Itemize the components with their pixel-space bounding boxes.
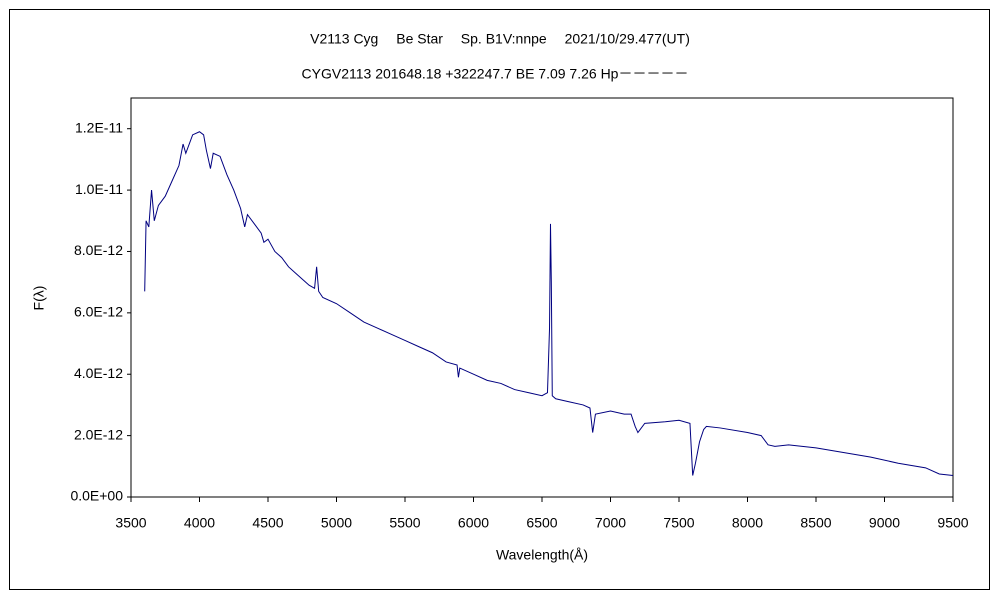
x-tick-label: 7500 (663, 515, 694, 531)
y-axis-label: F(λ) (31, 286, 47, 311)
y-tick-label: 4.0E-12 (74, 365, 123, 381)
x-tick-label: 9500 (937, 515, 968, 531)
y-tick-label: 1.2E-11 (75, 119, 123, 135)
chart-title: V2113 Cyg Be Star Sp. B1V:nnpe 2021/10/2… (310, 31, 690, 47)
x-tick-label: 8000 (732, 515, 763, 531)
y-tick-label: 6.0E-12 (74, 304, 123, 320)
x-tick-label: 6500 (526, 515, 557, 531)
y-tick-label: 2.0E-12 (74, 426, 123, 442)
x-tick-label: 4000 (184, 515, 215, 531)
spectrum-line (144, 131, 954, 477)
y-tick-label: 0.0E+00 (70, 488, 123, 504)
x-tick-label: 8500 (800, 515, 831, 531)
x-tick-label: 6000 (458, 515, 489, 531)
x-tick-label: 3500 (115, 515, 146, 531)
x-tick-label: 9000 (869, 515, 900, 531)
x-tick-label: 4500 (252, 515, 283, 531)
y-tick-label: 1.0E-11 (75, 181, 123, 197)
chart-subtitle: CYGV2113 201648.18 +322247.7 BE 7.09 7.2… (302, 66, 689, 82)
chart-frame (9, 9, 990, 590)
y-tick-label: 8.0E-12 (74, 242, 123, 258)
x-tick-label: 5500 (389, 515, 420, 531)
x-tick-label: 5000 (321, 515, 352, 531)
x-axis-label: Wavelength(Å) (496, 547, 588, 563)
x-tick-label: 7000 (595, 515, 626, 531)
